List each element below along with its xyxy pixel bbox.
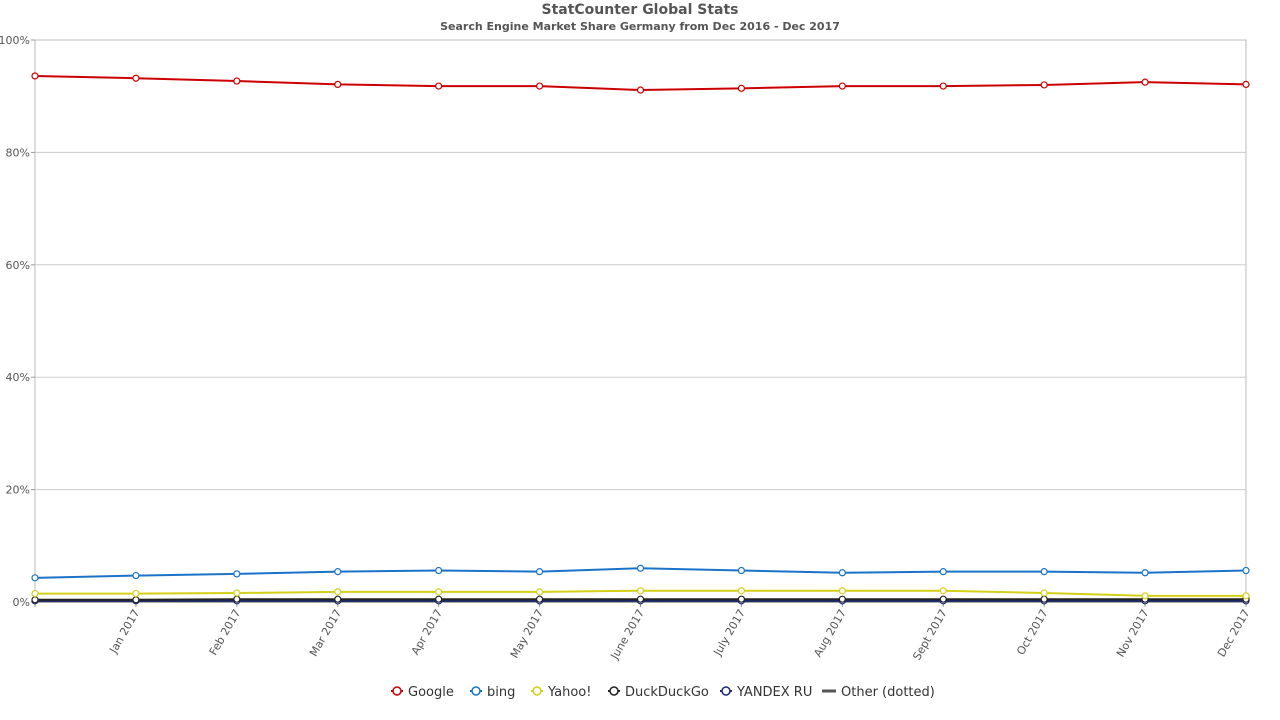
x-tick-label: Mar 2017: [307, 607, 344, 659]
x-tick-label: Apr 2017: [409, 607, 446, 657]
data-point[interactable]: [838, 595, 846, 603]
data-point[interactable]: [535, 82, 544, 90]
data-point[interactable]: [334, 595, 342, 603]
y-axis: 0% 20% 40% 60% 80% 100%: [0, 34, 35, 609]
data-point[interactable]: [838, 569, 846, 577]
y-tick-label: 100%: [0, 34, 30, 47]
x-tick-label: June 2017: [608, 607, 647, 662]
data-point[interactable]: [1040, 568, 1048, 576]
grid: [35, 151, 1246, 491]
y-tick-label: 40%: [6, 371, 30, 384]
x-tick-label: Sept 2017: [910, 607, 950, 662]
legend-marker: [609, 686, 619, 696]
chart-title: StatCounter Global Stats: [541, 2, 738, 18]
data-point[interactable]: [636, 564, 645, 572]
series-google: [31, 72, 1250, 94]
legend-marker: [471, 686, 481, 696]
data-point[interactable]: [132, 571, 140, 580]
legend-label: Google: [408, 685, 454, 700]
legend-label: Yahoo!: [547, 685, 591, 700]
legend-item[interactable]: Yahoo!: [531, 685, 591, 700]
x-tick-label: Jan 2017: [107, 607, 143, 656]
data-point[interactable]: [535, 568, 544, 576]
y-tick-label: 20%: [6, 484, 30, 497]
data-point[interactable]: [1141, 592, 1149, 600]
data-point[interactable]: [1242, 566, 1250, 575]
data-point[interactable]: [334, 588, 342, 596]
data-point[interactable]: [535, 588, 544, 596]
data-point[interactable]: [737, 595, 746, 603]
data-point[interactable]: [535, 595, 544, 603]
series-yahoo: [31, 587, 1250, 600]
data-point[interactable]: [334, 80, 342, 88]
data-point[interactable]: [1141, 78, 1149, 86]
data-point[interactable]: [31, 574, 39, 582]
data-point[interactable]: [233, 595, 241, 603]
x-tick-label: May 2017: [508, 607, 546, 660]
data-point[interactable]: [233, 570, 241, 578]
data-point[interactable]: [435, 588, 443, 596]
series-duckduckgo: [31, 595, 1250, 604]
data-point[interactable]: [838, 82, 846, 90]
y-tick-label: 60%: [6, 259, 30, 272]
data-point[interactable]: [1040, 595, 1048, 603]
chart-subtitle: Search Engine Market Share Germany from …: [440, 20, 840, 33]
legend-marker: [532, 686, 542, 696]
data-point[interactable]: [31, 596, 39, 604]
legend-item[interactable]: DuckDuckGo: [608, 685, 709, 700]
series-layer: [31, 72, 1250, 605]
legend-label: Other (dotted): [841, 685, 935, 700]
data-point[interactable]: [939, 82, 947, 90]
legend-marker: [721, 686, 731, 696]
y-tick-label: 80%: [6, 146, 30, 159]
data-point[interactable]: [435, 595, 443, 603]
data-point[interactable]: [636, 86, 645, 94]
data-point[interactable]: [737, 84, 746, 92]
legend-item[interactable]: Other (dotted): [822, 685, 935, 700]
data-point[interactable]: [737, 587, 746, 595]
x-tick-label: July 2017: [711, 607, 748, 659]
data-point[interactable]: [132, 74, 140, 82]
data-point[interactable]: [1040, 589, 1048, 597]
data-point[interactable]: [1242, 80, 1250, 88]
x-tick-label: Aug 2017: [811, 607, 849, 659]
y-tick-label: 0%: [13, 596, 30, 609]
data-point[interactable]: [636, 595, 645, 603]
x-tick-label: Oct 2017: [1014, 607, 1051, 657]
data-point[interactable]: [1141, 569, 1149, 577]
plot-area: [34, 39, 1247, 603]
data-point[interactable]: [132, 596, 140, 604]
data-point[interactable]: [838, 587, 846, 595]
x-tick-label: Feb 2017: [207, 607, 244, 658]
legend-marker: [392, 686, 402, 696]
data-point[interactable]: [31, 589, 39, 598]
series-bing: [31, 564, 1250, 582]
legend-label: bing: [487, 685, 515, 700]
data-point[interactable]: [435, 566, 443, 575]
data-point[interactable]: [636, 587, 645, 595]
legend: Google bing Yahoo! DuckDuckGo YANDEX RU Other…: [391, 685, 935, 700]
legend-item[interactable]: bing: [470, 685, 515, 700]
data-point[interactable]: [31, 72, 39, 80]
data-point[interactable]: [939, 587, 947, 595]
x-tick-label: Nov 2017: [1114, 607, 1152, 659]
data-point[interactable]: [939, 568, 947, 576]
data-point[interactable]: [939, 595, 947, 603]
data-point[interactable]: [334, 568, 342, 576]
x-axis: Jan 2017 Feb 2017 Mar 2017 Apr 2017 May 2017…: [34, 602, 1253, 662]
data-point[interactable]: [132, 589, 140, 598]
data-point[interactable]: [233, 77, 241, 85]
legend-item[interactable]: YANDEX RU: [720, 685, 812, 700]
legend-item[interactable]: Google: [391, 685, 454, 700]
data-point[interactable]: [233, 589, 241, 597]
data-point[interactable]: [737, 566, 746, 575]
legend-label: YANDEX RU: [736, 685, 812, 700]
x-tick-label: Dec 2017: [1215, 607, 1253, 659]
data-point[interactable]: [1242, 592, 1250, 600]
data-point[interactable]: [435, 82, 443, 90]
legend-label: DuckDuckGo: [625, 685, 709, 700]
data-point[interactable]: [1040, 81, 1048, 89]
